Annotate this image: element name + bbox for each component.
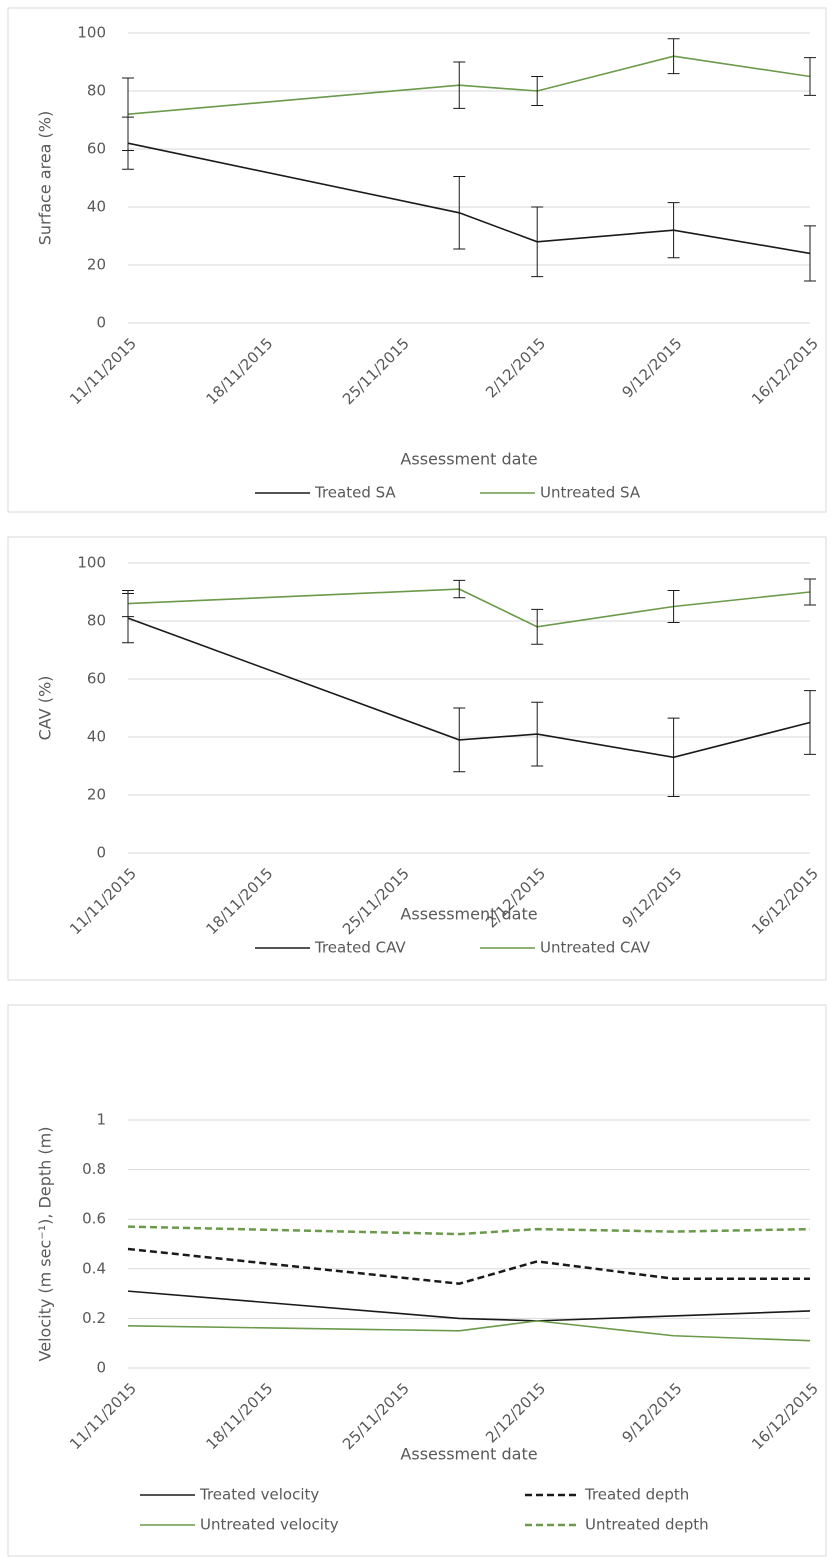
y-tick-label: 0.4 [82,1259,106,1277]
y-tick-label: 0.6 [82,1210,106,1228]
error-bar [531,701,544,767]
y-tick-label: 40 [87,198,106,216]
error-bar [667,38,680,75]
y-axis-label: Velocity (m sec⁻¹), Depth (m) [36,1127,55,1362]
y-tick-label: 40 [87,728,106,746]
chart-border [7,7,827,513]
error-bar [122,77,134,151]
y-tick-label: 100 [77,554,106,572]
error-bar [667,717,680,797]
y-tick-label: 60 [87,670,106,688]
error-bar [453,579,466,599]
error-bar [804,57,816,96]
x-axis-label: Assessment date [400,450,537,469]
legend-label: Untreated velocity [200,1516,339,1534]
y-tick-label: 80 [87,82,106,100]
x-axis-label: Assessment date [400,1445,537,1464]
error-bar [804,690,816,755]
x-axis-label: Assessment date [400,905,537,924]
y-tick-label: 1 [96,1111,106,1129]
error-bar [804,225,816,282]
y-tick-label: 60 [87,140,106,158]
chart-border [7,536,827,981]
legend-label: Untreated depth [585,1516,709,1534]
y-axis-label: Surface area (%) [36,111,55,246]
y-tick-label: 0 [96,844,106,862]
legend-label: Untreated CAV [540,939,651,957]
line [127,1247,810,1285]
error-bar [531,76,544,106]
legend-label: Treated velocity [199,1486,319,1504]
y-tick-label: 20 [87,786,106,804]
y-tick-label: 0.2 [82,1309,106,1327]
error-bar [804,578,816,606]
legend-label: Untreated SA [540,484,641,502]
error-bar [531,206,544,278]
y-tick-label: 0 [96,314,106,332]
legend-label: Treated SA [314,484,396,502]
error-bar [531,608,544,645]
error-bar [453,176,466,250]
y-axis-label: CAV (%) [36,676,55,741]
y-tick-label: 100 [77,24,106,42]
error-bar [667,202,680,259]
error-bar [667,590,680,623]
error-bar [453,61,466,109]
y-tick-label: 0.8 [82,1160,106,1178]
line [127,1225,811,1236]
line [127,1320,811,1342]
error-bar [122,590,134,618]
y-tick-label: 20 [87,256,106,274]
legend-label: Treated depth [584,1486,689,1504]
error-bar [453,707,466,773]
legend-label: Treated CAV [314,939,406,957]
y-tick-label: 0 [96,1359,106,1377]
y-tick-label: 80 [87,612,106,630]
